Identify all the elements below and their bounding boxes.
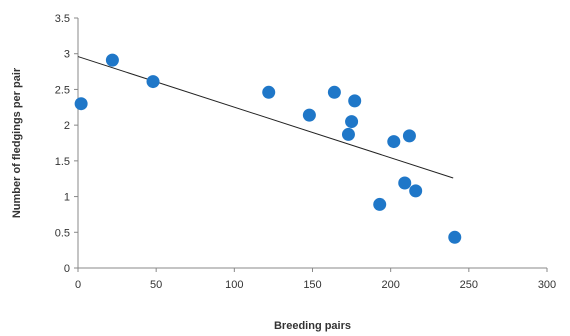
data-point <box>348 94 362 108</box>
data-point <box>448 230 462 244</box>
data-point <box>387 135 401 149</box>
data-point <box>402 129 416 143</box>
axes-group: 0 50 100 150 200 250 300 0 0.5 1 1.5 2 2.5 3 3.5 <box>55 13 556 291</box>
y-tick-label: 0 <box>64 263 70 275</box>
data-point <box>341 127 355 141</box>
y-tick-label: 3.5 <box>55 13 70 25</box>
y-tick-label: 2 <box>64 120 70 132</box>
data-point <box>262 85 276 99</box>
x-tick-label: 300 <box>538 279 556 291</box>
data-point <box>409 184 423 198</box>
x-tick-label: 50 <box>150 279 162 291</box>
data-point <box>105 53 119 67</box>
data-point <box>398 176 412 190</box>
x-axis-title: Breeding pairs <box>274 320 351 332</box>
y-axis-title: Number of fledgings per pair <box>11 67 23 218</box>
data-point <box>302 108 316 122</box>
data-point <box>74 97 88 111</box>
x-tick-label: 150 <box>303 279 321 291</box>
trendline-group <box>77 56 454 179</box>
y-tick-label: 0.5 <box>55 227 70 239</box>
data-point <box>373 197 387 211</box>
x-tick-label: 100 <box>225 279 243 291</box>
x-tick-label: 0 <box>75 279 81 291</box>
x-tick-label: 200 <box>381 279 399 291</box>
y-tick-label: 3 <box>64 49 70 61</box>
data-point <box>345 115 359 129</box>
y-tick-label: 2.5 <box>55 84 70 96</box>
y-tick-label: 1.5 <box>55 156 70 168</box>
trendline <box>77 56 454 179</box>
data-points-group <box>74 53 462 244</box>
y-tick-label: 1 <box>64 192 70 204</box>
data-point <box>327 85 341 99</box>
data-point <box>146 75 160 89</box>
x-tick-label: 250 <box>460 279 478 291</box>
